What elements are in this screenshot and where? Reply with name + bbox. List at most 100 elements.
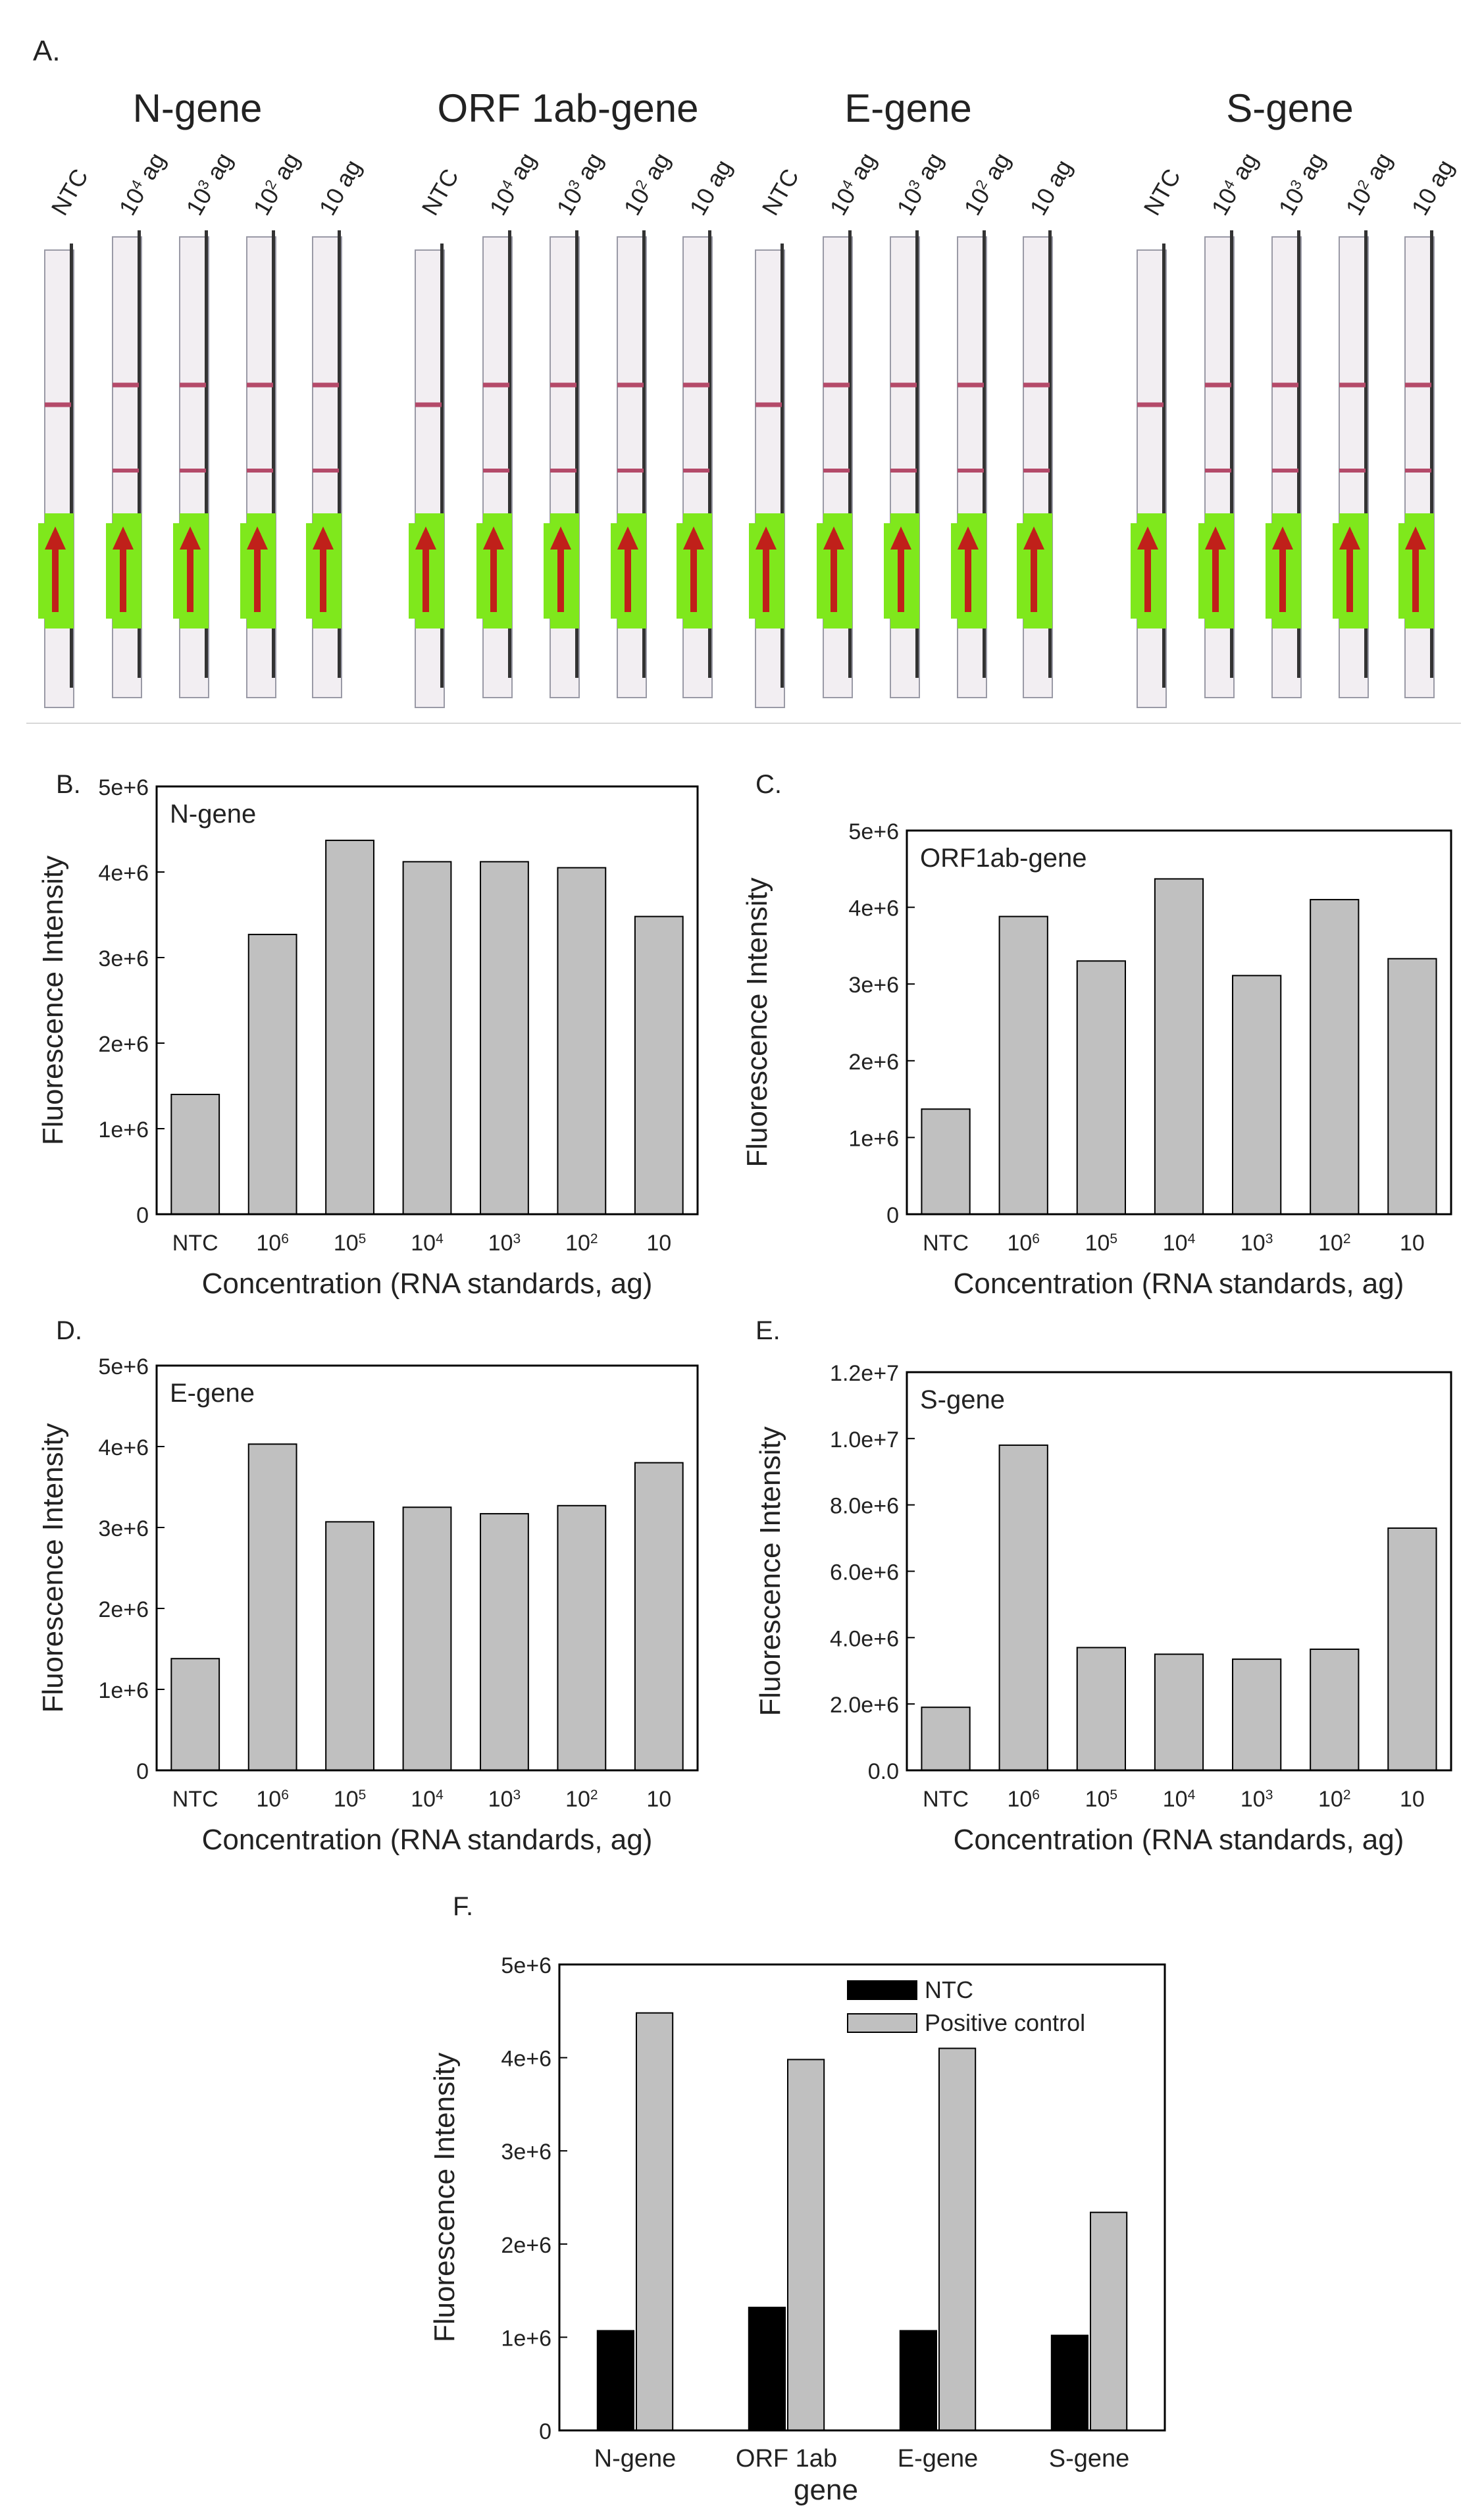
y-tick-label: 1e+6 [501, 2326, 551, 2351]
flow-arrow-head [958, 526, 979, 550]
test-strip [951, 230, 987, 698]
green-zone [683, 513, 712, 628]
x-tick-label: S-gene [1049, 2445, 1130, 2473]
lane-label-text: 10 ag [1406, 155, 1459, 220]
bar-ntc [748, 2307, 786, 2431]
strip-edge [1162, 244, 1165, 688]
y-tick-label: 1e+6 [848, 1126, 899, 1151]
panel-label-f: F. [453, 1892, 473, 1921]
lane-label: 102 ag [958, 148, 1015, 220]
y-tick-label: 3e+6 [98, 1516, 149, 1541]
y-tick-label: 2.0e+6 [830, 1693, 899, 1718]
y-tick-label: 5e+6 [848, 819, 899, 844]
x-tick-label: 10 [646, 1787, 671, 1812]
lane-label-text: 103 ag [180, 148, 238, 220]
bar-ntc [596, 2330, 634, 2432]
green-zone [240, 523, 247, 619]
lane-label: NTC [416, 164, 464, 220]
bar [1076, 1647, 1126, 1771]
lane-label-text: 103 ag [1273, 148, 1330, 220]
green-zone [409, 523, 415, 619]
flow-arrow-head [415, 526, 436, 550]
test-strip [1017, 230, 1053, 698]
chart-e: E. 0.0 2.0e+6 4.0e+6 6.0e+6 8.0e+6 1.0e+7 1.2e+… [754, 1316, 1452, 1856]
panel-label-e: E. [755, 1316, 780, 1345]
green-zone [45, 513, 74, 628]
green-zone [106, 523, 113, 619]
panel-label-c: C. [755, 770, 782, 799]
lane-label: 10 ag [1406, 155, 1459, 220]
y-tick-label: 1e+6 [98, 1678, 149, 1703]
x-tick-label: 106 [256, 1231, 289, 1256]
x-tick-label: 105 [334, 1787, 367, 1812]
flow-arrow-head [823, 526, 844, 550]
test-strip [476, 230, 513, 698]
panel-label-d: D. [56, 1316, 82, 1345]
y-tick-label: 5e+6 [501, 1953, 551, 1978]
green-zone [1198, 523, 1205, 619]
bar [557, 1504, 607, 1772]
lane-label: 104 ag [1206, 148, 1263, 220]
strip-edge [780, 244, 784, 688]
green-zone [38, 523, 45, 619]
x-tick-label: 106 [1007, 1231, 1040, 1256]
strip-edge [848, 230, 852, 678]
test-strip [240, 230, 276, 698]
test-strip [1333, 230, 1369, 698]
green-zone [1339, 513, 1368, 628]
lane-label: 10 ag [1024, 155, 1077, 220]
x-tick-label: E-gene [898, 2445, 979, 2473]
y-tick-label: 2e+6 [848, 1050, 899, 1075]
bar [1232, 975, 1282, 1216]
flow-arrow-head [683, 526, 704, 550]
green-zone [749, 523, 755, 619]
strip-body [755, 249, 785, 708]
strip-edge [138, 230, 141, 678]
chart-b: B. 0 1e+6 2e+6 3e+6 4e+6 5e+6 NTC 106 105 104 103 10… [37, 770, 699, 1300]
x-tick-label: 105 [334, 1231, 367, 1256]
green-zone [1023, 513, 1052, 628]
strip-edge [708, 230, 711, 678]
strip-edge [1430, 230, 1433, 678]
strip-edge [205, 230, 208, 678]
lane-label-text: 103 ag [891, 148, 948, 220]
green-zone [483, 513, 512, 628]
lane-label: 104 ag [484, 148, 541, 220]
legend-swatch [847, 1980, 917, 2000]
lane-label: 102 ag [618, 148, 675, 220]
chart-d: D. 0 1e+6 2e+6 3e+6 4e+6 5e+6 NTC 106 105 104 103 10… [37, 1316, 699, 1856]
green-zone [677, 523, 683, 619]
strip-group-title: S-gene [1226, 86, 1353, 130]
x-tick-label: NTC [923, 1787, 969, 1812]
strip-edge [508, 230, 511, 678]
bar-positive-control [787, 2059, 825, 2431]
green-zone [823, 513, 852, 628]
green-zone [180, 513, 209, 628]
test-strip [544, 230, 580, 698]
bar [1154, 878, 1204, 1215]
lane-label-text: 10 ag [1024, 155, 1077, 220]
green-zone [1398, 523, 1405, 619]
green-zone [1137, 513, 1166, 628]
x-tick-label: 104 [411, 1231, 444, 1256]
flow-arrow-head [1137, 526, 1158, 550]
lane-label: 103 ag [891, 148, 948, 220]
lane-label: 103 ag [551, 148, 608, 220]
x-tick-label: 103 [1241, 1787, 1273, 1812]
x-tick-label: 10 [646, 1231, 671, 1256]
strip-edge [1048, 230, 1052, 678]
bar [634, 1462, 684, 1772]
x-tick-label: 104 [411, 1787, 444, 1812]
lane-label-text: 10 ag [313, 155, 367, 220]
x-tick-label: 106 [256, 1787, 289, 1812]
bar [325, 1521, 374, 1771]
x-tick-label: ORF 1ab [736, 2445, 837, 2473]
lane-label: 102 ag [247, 148, 305, 220]
test-strip [38, 244, 74, 708]
legend-swatch [847, 2013, 917, 2033]
x-tick-label: 106 [1007, 1787, 1040, 1812]
green-zone [884, 523, 890, 619]
x-tick-label: 102 [1318, 1231, 1351, 1256]
test-strip [106, 230, 142, 698]
